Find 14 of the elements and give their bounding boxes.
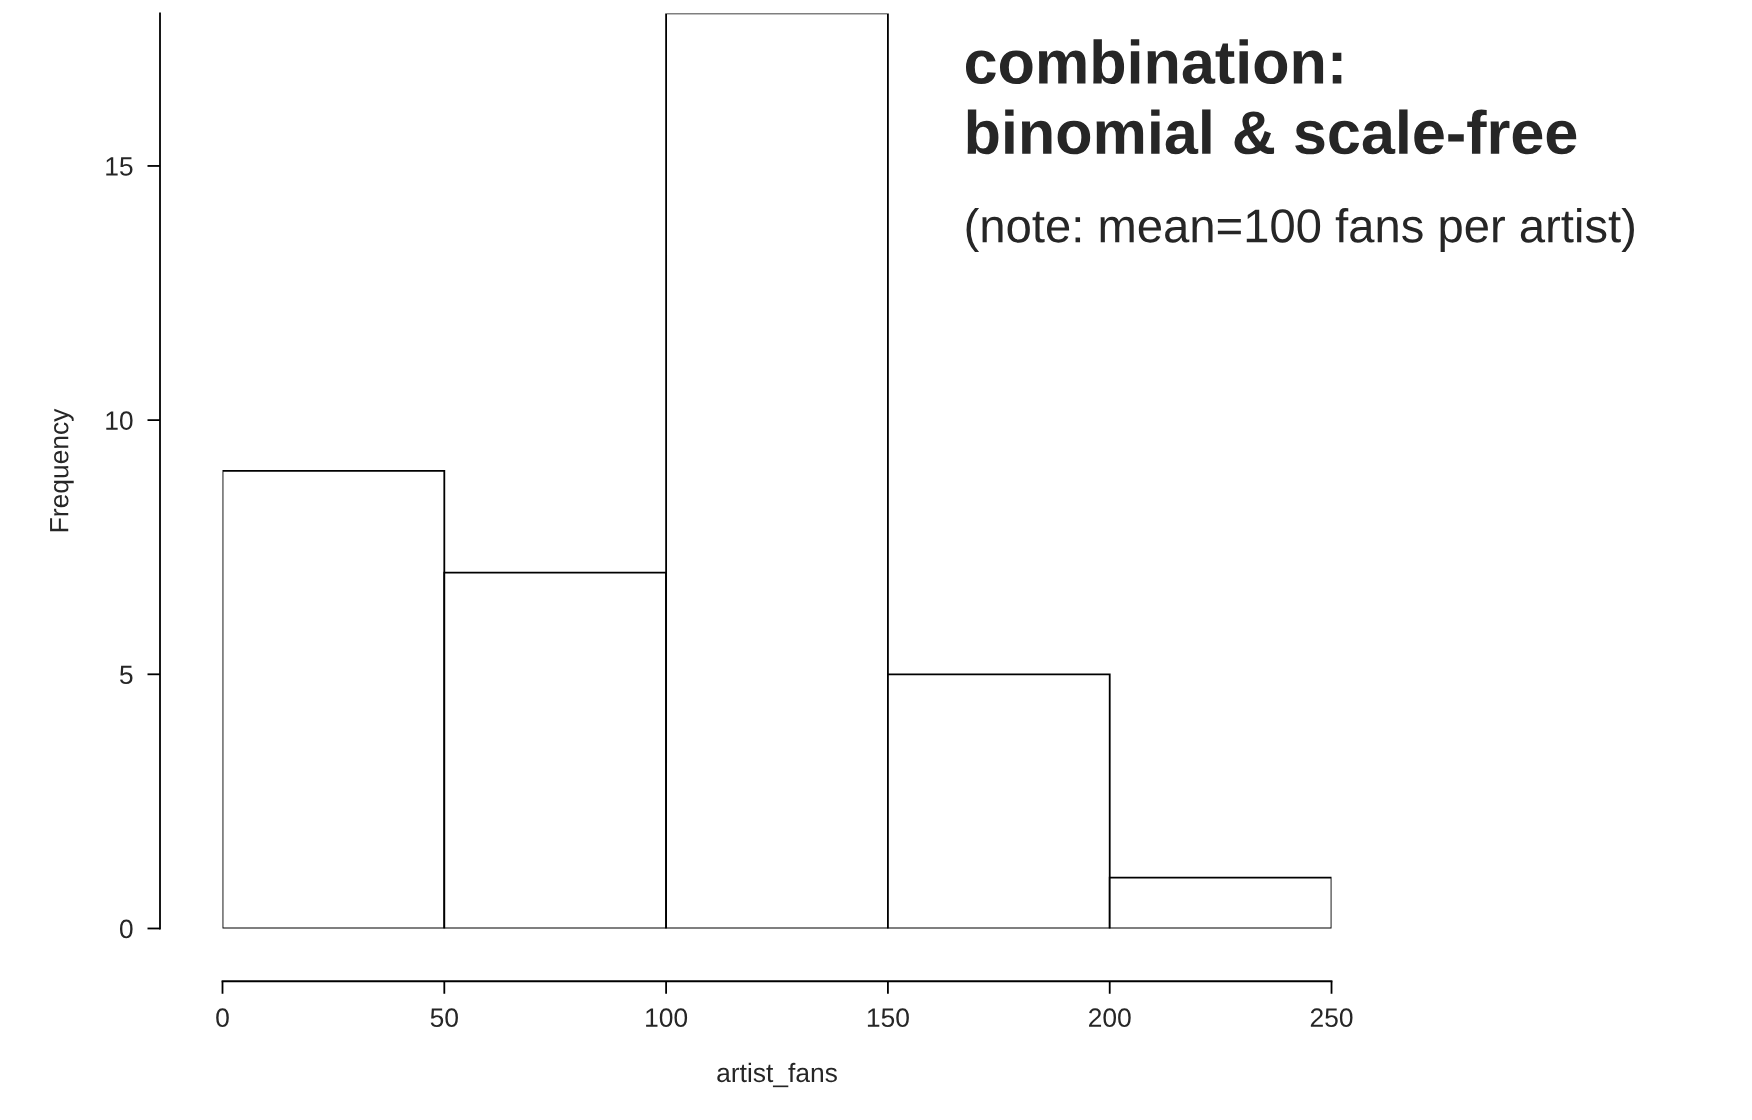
x-tick-label: 250	[1310, 1008, 1353, 1028]
x-tick-label: 200	[1089, 1008, 1131, 1028]
y-tick-label: 15	[106, 157, 133, 176]
y-tick-label: 5	[120, 665, 133, 685]
x-tick-label: 100	[646, 1008, 688, 1028]
y-tick-label: 10	[106, 411, 133, 430]
y-tick-label: 0	[119, 919, 133, 939]
x-tick-label: 0	[216, 1008, 229, 1028]
y-axis-title: Frequency	[50, 408, 74, 532]
text: combination: binomial & scale-free	[965, 39, 1577, 155]
x-tick-label: 150	[867, 1008, 909, 1028]
x-tick-label: 50	[430, 1008, 458, 1028]
x-axis-title: artist_fans	[717, 1062, 837, 1088]
text: (note: mean=100 fans per artist)	[966, 207, 1634, 252]
